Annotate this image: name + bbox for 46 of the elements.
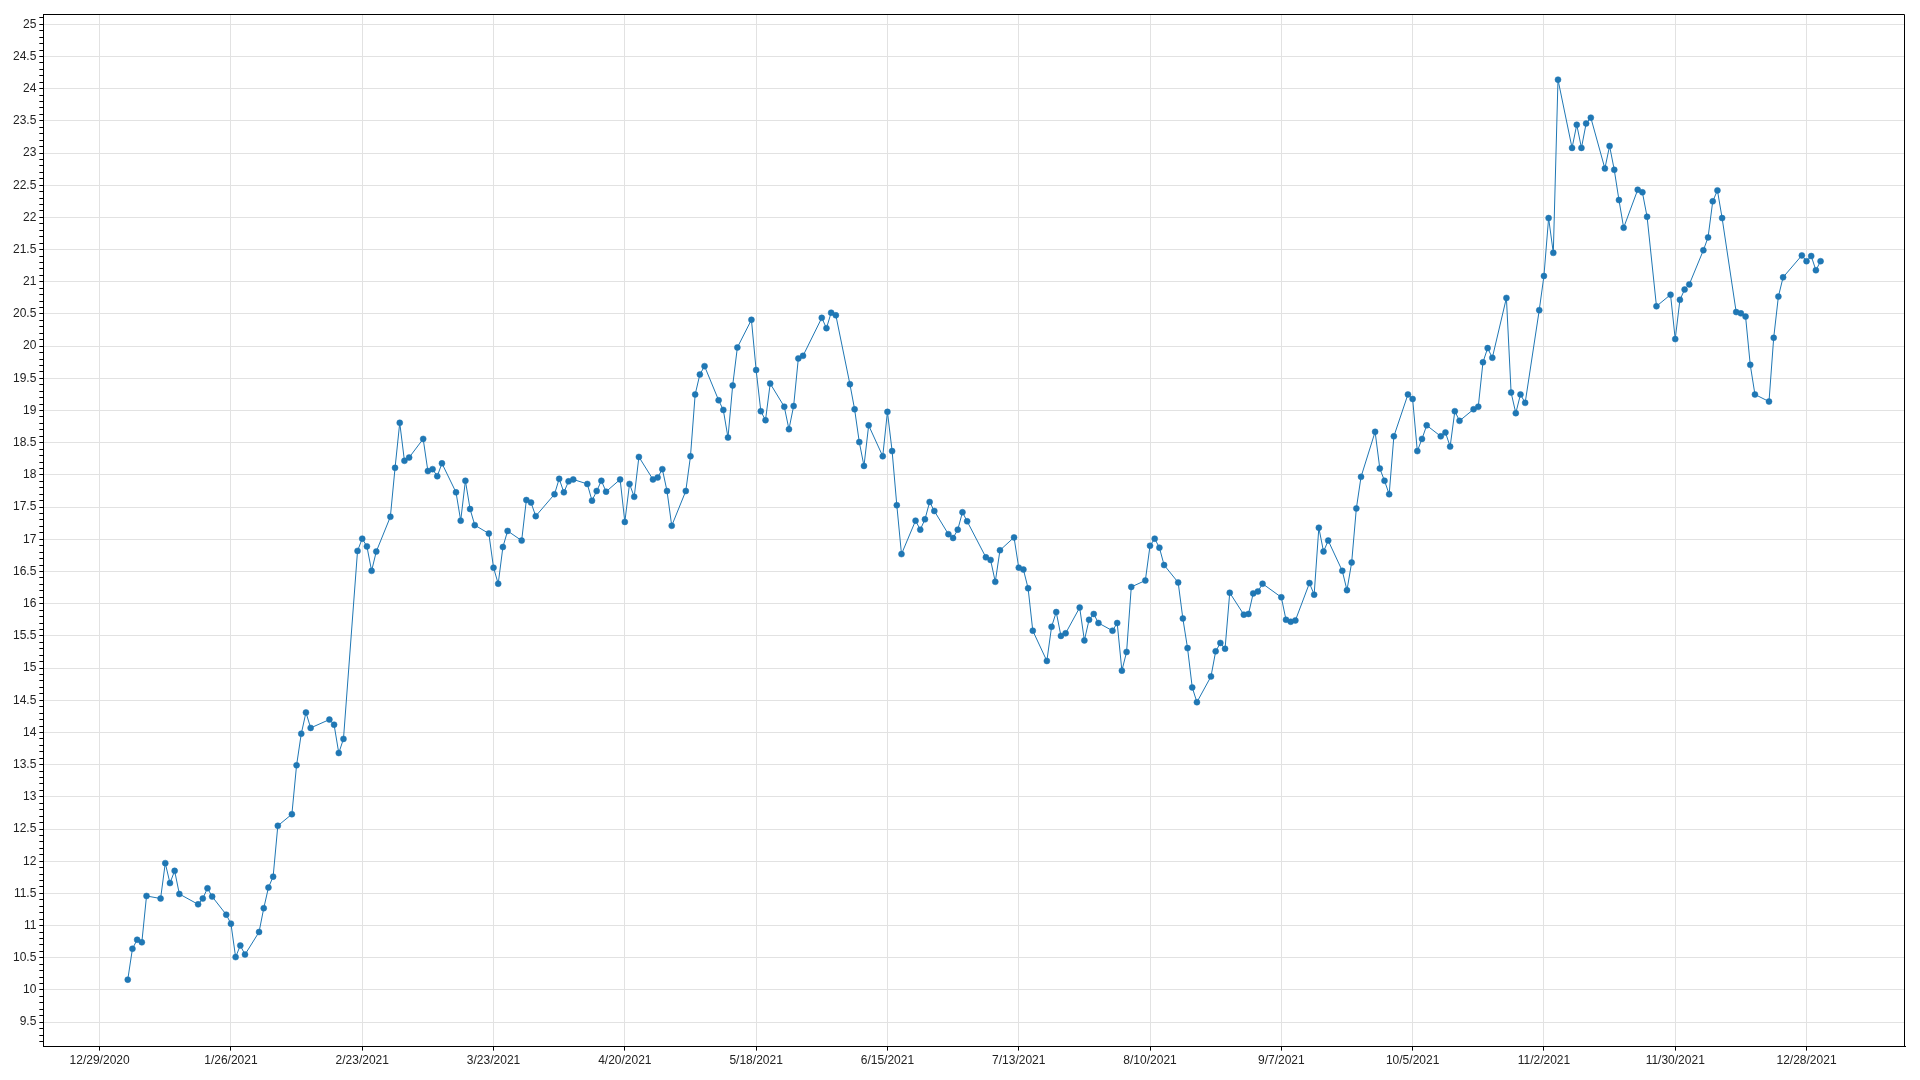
y-tick-label: 14.5 — [13, 692, 37, 707]
y-tick-label: 16.5 — [13, 563, 37, 578]
x-tick-label: 2/23/2021 — [335, 1053, 390, 1068]
x-tick-label: 6/15/2021 — [860, 1053, 915, 1068]
y-tick-label: 11 — [23, 917, 37, 932]
y-tick-label: 23 — [23, 145, 37, 160]
x-tick-label: 7/13/2021 — [992, 1053, 1046, 1068]
y-tick-label: 17.5 — [13, 499, 37, 514]
x-tick-label: 11/30/2021 — [1645, 1053, 1706, 1068]
x-tick-label: 1/26/2021 — [204, 1053, 258, 1068]
y-tick-label: 14 — [23, 724, 37, 739]
y-tick-label: 24.5 — [13, 48, 37, 63]
x-tick-label: 10/5/2021 — [1385, 1053, 1440, 1068]
x-tick-label: 8/10/2021 — [1123, 1053, 1178, 1068]
x-tick-label: 12/29/2020 — [69, 1053, 130, 1068]
y-tick-label: 11.5 — [13, 885, 37, 900]
y-tick-label: 22.5 — [13, 177, 37, 192]
y-tick-label: 18.5 — [13, 435, 37, 450]
y-tick-label: 13 — [23, 789, 37, 804]
y-tick-label: 22 — [23, 209, 37, 224]
y-tick-label: 12 — [23, 853, 37, 868]
y-tick-label: 21 — [23, 274, 37, 289]
y-tick-label: 9.5 — [19, 1014, 37, 1029]
y-tick-label: 10.5 — [13, 950, 37, 965]
y-tick-label: 15 — [23, 660, 37, 675]
x-tick-label: 9/7/2021 — [1257, 1053, 1305, 1068]
x-tick-label: 4/20/2021 — [598, 1053, 652, 1068]
y-tick-label: 15.5 — [13, 628, 37, 643]
y-tick-label: 12.5 — [13, 821, 37, 836]
y-tick-label: 10 — [23, 982, 37, 997]
y-tick-label: 17 — [23, 531, 37, 546]
x-tick-label: 5/18/2021 — [729, 1053, 784, 1068]
y-tick-label: 20.5 — [13, 306, 37, 321]
y-tick-label: 24 — [23, 80, 37, 95]
y-tick-label: 18 — [23, 467, 37, 482]
y-tick-label: 19.5 — [13, 370, 37, 385]
y-tick-label: 25 — [23, 16, 37, 31]
x-tick-label: 3/23/2021 — [466, 1053, 521, 1068]
y-tick-label: 20 — [23, 338, 37, 353]
y-tick-label: 19 — [23, 402, 37, 417]
y-tick-label: 16 — [23, 596, 37, 610]
x-tick-label: 11/2/2021 — [1517, 1053, 1571, 1068]
y-tick-label: 23.5 — [13, 113, 37, 128]
y-tick-label: 21.5 — [13, 241, 37, 256]
y-tick-label: 13.5 — [13, 756, 37, 771]
x-tick-label: 12/28/2021 — [1776, 1053, 1837, 1068]
